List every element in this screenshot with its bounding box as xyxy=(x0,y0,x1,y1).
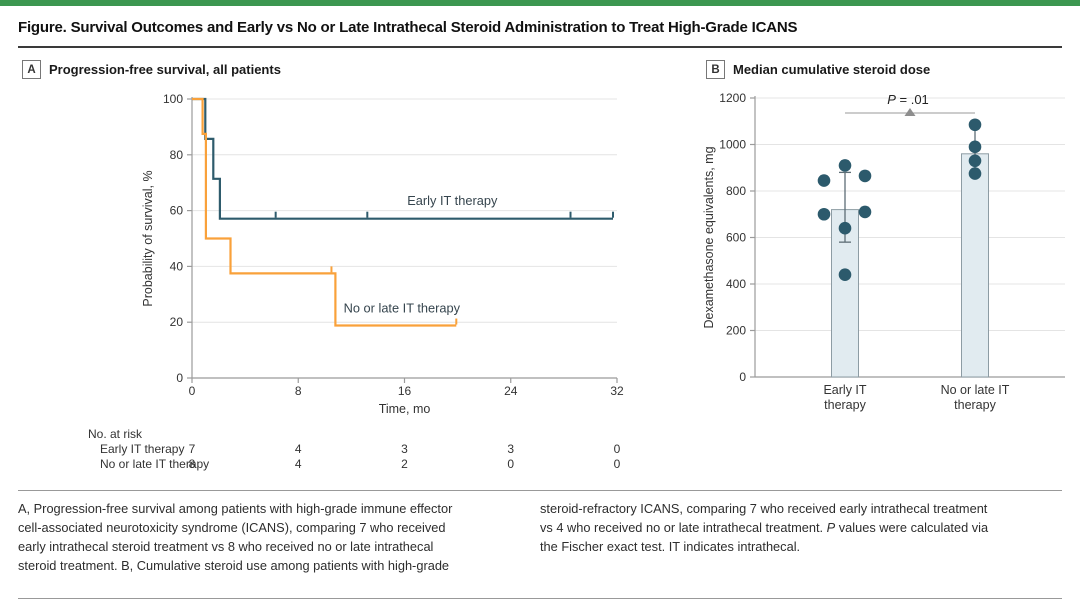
data-point xyxy=(968,167,982,180)
km-curve xyxy=(192,97,457,327)
risk-value: 8 xyxy=(189,457,196,471)
panel-a-badge: A xyxy=(22,60,41,79)
y-tick-label: 60 xyxy=(170,204,184,218)
data-point xyxy=(858,169,872,183)
risk-value: 3 xyxy=(401,442,408,456)
panel-a-header: A Progression-free survival, all patient… xyxy=(22,60,281,79)
caption-right-pvalue: P xyxy=(826,520,836,535)
y-axis-label: Probability of survival, % xyxy=(141,170,155,306)
y-tick-label: 100 xyxy=(163,92,183,106)
bracket-arrow xyxy=(904,108,916,116)
y-tick-label: 20 xyxy=(170,315,184,329)
panel-b-header: B Median cumulative steroid dose xyxy=(706,60,930,79)
figure-title: Figure. Survival Outcomes and Early vs N… xyxy=(18,19,798,36)
x-tick-label: 32 xyxy=(610,384,624,398)
y-tick-label: 600 xyxy=(726,231,746,245)
x-axis-label: Time, mo xyxy=(379,402,431,416)
y-tick-label: 200 xyxy=(726,324,746,338)
risk-value: 7 xyxy=(189,442,196,456)
caption-right: steroid-refractory ICANS, comparing 7 wh… xyxy=(540,499,1064,556)
caption-right-text-2: values were calculated via the Fischer e… xyxy=(540,520,989,554)
risk-value: 0 xyxy=(614,442,621,456)
risk-value: 0 xyxy=(614,457,621,471)
risk-value: 4 xyxy=(295,457,302,471)
accent-bar xyxy=(0,0,1080,6)
risk-table-title: No. at risk xyxy=(88,427,143,441)
caption-top-rule xyxy=(18,490,1062,491)
median-bar xyxy=(961,153,989,378)
y-tick-label: 0 xyxy=(739,370,746,384)
x-tick-label: 8 xyxy=(295,384,302,398)
data-point xyxy=(968,140,982,154)
data-point xyxy=(858,205,872,219)
y-tick-label: 800 xyxy=(726,184,746,198)
p-value-label: P = .01 xyxy=(887,92,929,107)
caption-left: A, Progression-free survival among patie… xyxy=(18,499,530,575)
data-point xyxy=(968,154,982,168)
data-point xyxy=(968,118,982,132)
caption-right-text-1: steroid-refractory ICANS, comparing 7 wh… xyxy=(540,501,988,535)
category-label: therapy xyxy=(954,398,996,412)
y-tick-label: 400 xyxy=(726,277,746,291)
caption-bottom-rule xyxy=(18,598,1062,599)
x-tick-label: 0 xyxy=(189,384,196,398)
y-tick-label: 1000 xyxy=(719,138,746,152)
panel-b-title: Median cumulative steroid dose xyxy=(733,62,931,77)
y-tick-label: 40 xyxy=(170,259,184,273)
panel-b-badge: B xyxy=(706,60,725,79)
y-axis-label: Dexamethasone equivalents, mg xyxy=(702,146,716,328)
category-label: therapy xyxy=(824,398,866,412)
data-point xyxy=(838,221,852,235)
risk-row-label: No or late IT therapy xyxy=(100,457,209,471)
data-point xyxy=(838,268,852,282)
panel-a-title: Progression-free survival, all patients xyxy=(49,62,281,77)
risk-value: 0 xyxy=(507,457,514,471)
x-tick-label: 16 xyxy=(398,384,412,398)
y-tick-label: 1200 xyxy=(719,91,746,105)
series-label: No or late IT therapy xyxy=(344,300,461,315)
data-point xyxy=(817,207,831,221)
risk-value: 2 xyxy=(401,457,408,471)
caption-left-text: A, Progression-free survival among patie… xyxy=(18,501,453,573)
x-tick-label: 24 xyxy=(504,384,518,398)
risk-value: 3 xyxy=(507,442,514,456)
series-label: Early IT therapy xyxy=(407,193,498,208)
risk-value: 4 xyxy=(295,442,302,456)
category-label: No or late IT xyxy=(941,383,1010,397)
risk-row-label: Early IT therapy xyxy=(100,442,184,456)
title-divider xyxy=(18,46,1062,48)
category-label: Early IT xyxy=(823,383,866,397)
y-tick-label: 0 xyxy=(176,371,183,385)
data-point xyxy=(817,174,831,187)
data-point xyxy=(838,159,852,172)
km-curve xyxy=(192,97,613,220)
y-tick-label: 80 xyxy=(170,148,184,162)
